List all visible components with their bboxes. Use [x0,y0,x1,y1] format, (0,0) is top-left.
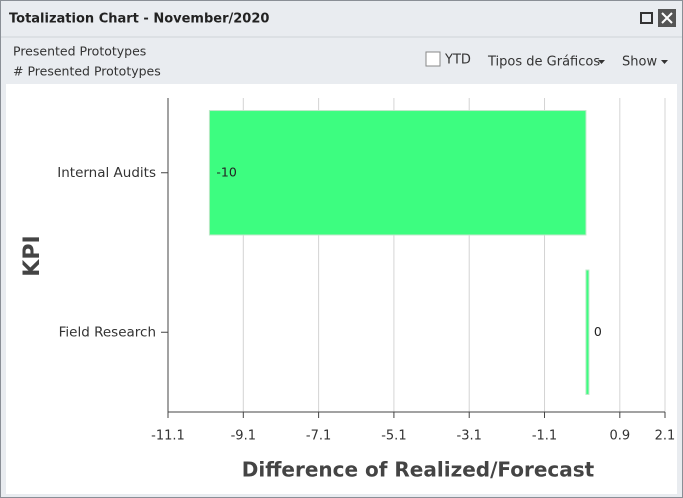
filter-label: Presented Prototypes [13,44,146,59]
chart-type-menu[interactable]: Tipos de Gráficos [487,55,600,70]
data-label: -10 [216,164,236,179]
x-tick-label: -9.1 [231,429,256,444]
x-tick-label: -1.1 [532,429,557,444]
x-tick-label: 2.1 [655,429,676,444]
filter-label: # Presented Prototypes [13,64,161,79]
x-tick-label: -5.1 [381,429,406,444]
checkbox-label[interactable]: YTD [444,53,471,68]
x-tick-label: -7.1 [306,429,331,444]
x-tick-label: 0.9 [609,429,630,444]
ytd-checkbox[interactable] [425,51,441,67]
x-axis-label: Difference of Realized/Forecast [242,458,595,482]
y-axis-label: KPI [20,235,45,276]
y-tick-label: Internal Audits [57,165,156,181]
x-tick-label: -3.1 [457,429,482,444]
x-tick-label: -11.1 [151,429,185,444]
data-label: 0 [594,324,602,339]
dropdown-arrow [598,60,605,64]
bar [208,110,587,236]
show-menu[interactable]: Show [622,55,657,70]
title-bar [1,1,682,37]
dropdown-arrow [661,60,668,64]
bar [585,269,590,395]
close-icon [661,12,673,24]
window-title: Totalization Chart - November/2020 [9,12,269,27]
maximize-button[interactable] [640,12,653,24]
y-tick-label: Field Research [59,324,156,340]
